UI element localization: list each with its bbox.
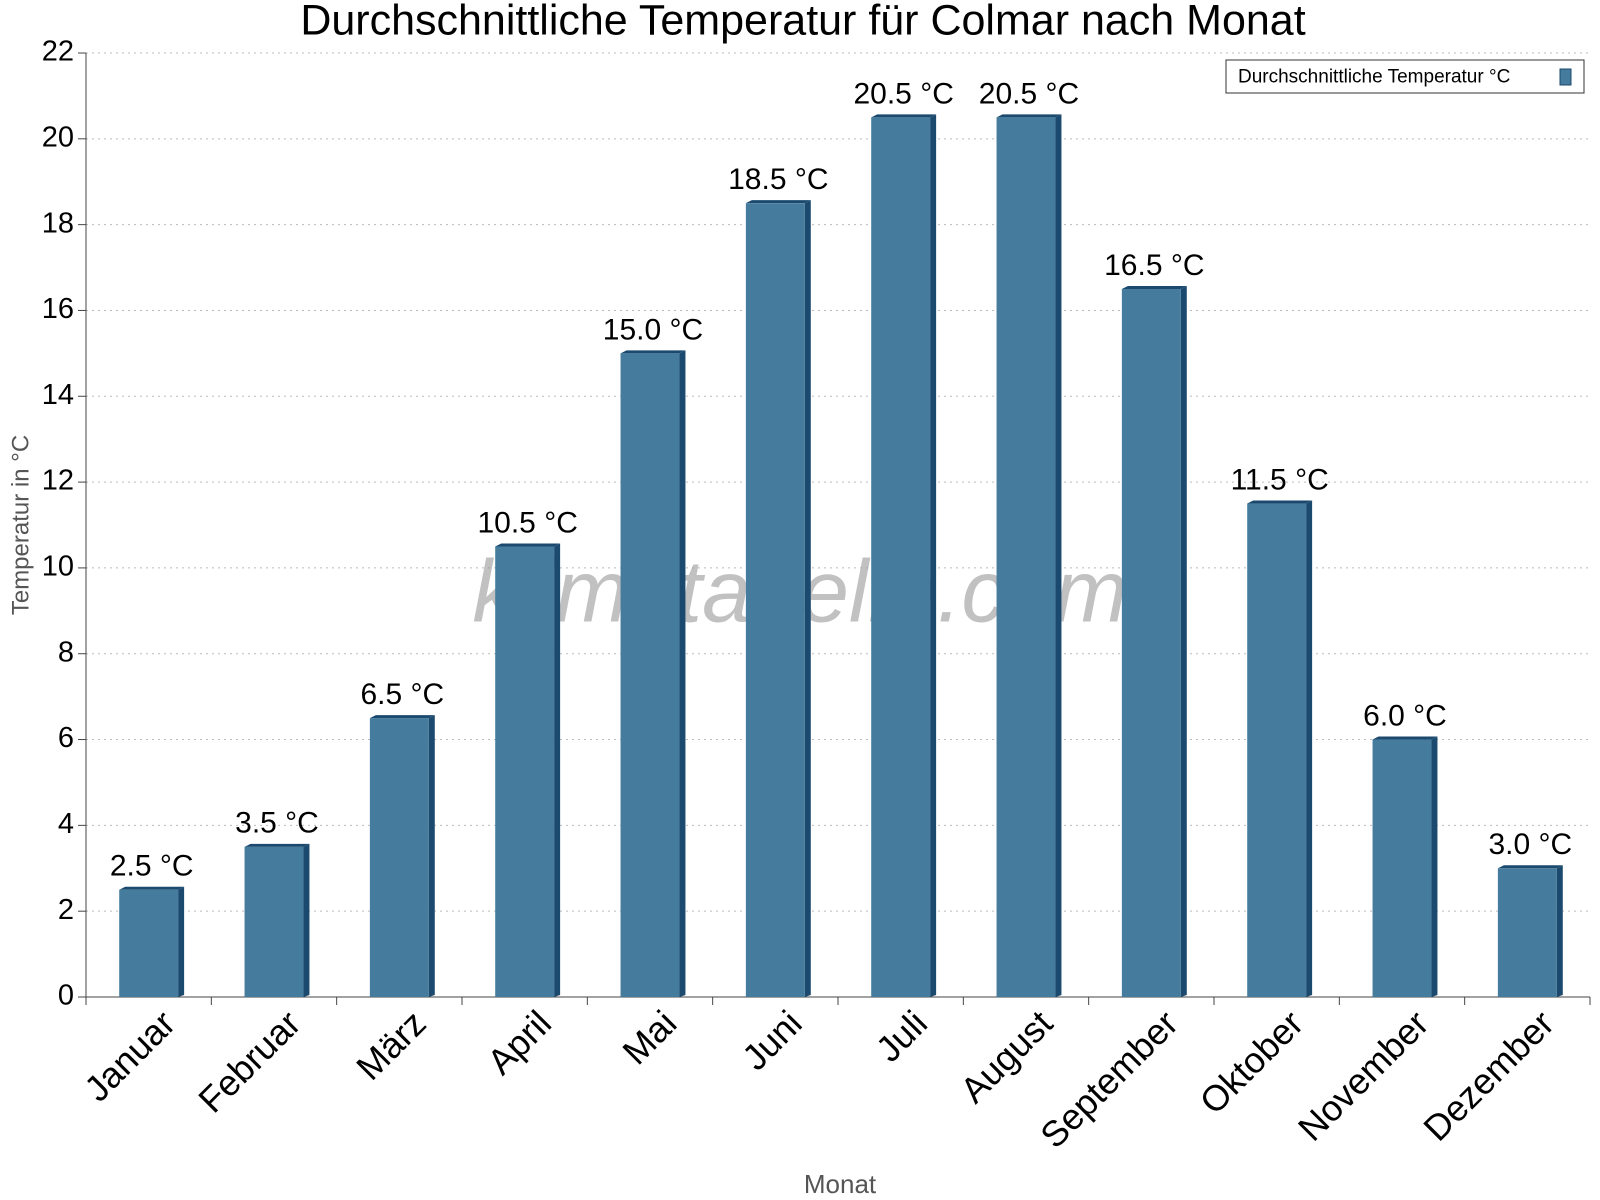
bar-side xyxy=(679,350,686,997)
x-tick-label: März xyxy=(348,1002,434,1088)
value-label: 10.5 °C xyxy=(477,506,577,539)
bar xyxy=(996,117,1056,997)
y-tick-label: 14 xyxy=(42,379,74,411)
bar-top xyxy=(1247,500,1313,504)
x-tick-label: Dezember xyxy=(1415,1002,1561,1148)
bar xyxy=(244,846,304,997)
bar xyxy=(1497,868,1557,997)
bar xyxy=(871,117,931,997)
x-tick-label: Juli xyxy=(868,1002,935,1069)
value-label: 16.5 °C xyxy=(1104,249,1204,282)
chart-title: Durchschnittliche Temperatur für Colmar … xyxy=(300,0,1305,44)
bar-side xyxy=(804,200,811,997)
bar-top xyxy=(620,350,686,354)
value-label: 3.5 °C xyxy=(235,807,319,840)
bar-side xyxy=(1431,736,1438,997)
bar xyxy=(495,546,555,997)
y-tick-label: 20 xyxy=(42,121,74,153)
y-tick-label: 8 xyxy=(58,636,74,668)
bar xyxy=(620,353,680,997)
x-tick-label: Mai xyxy=(614,1002,684,1072)
value-label: 20.5 °C xyxy=(853,77,953,110)
bar-top xyxy=(745,200,811,204)
bar-side xyxy=(1055,114,1062,997)
bar xyxy=(369,718,429,997)
y-tick-label: 6 xyxy=(58,722,74,754)
bar-top xyxy=(871,114,937,118)
bar-side xyxy=(303,843,310,997)
bar xyxy=(1372,739,1432,997)
value-label: 6.5 °C xyxy=(360,678,444,711)
bar-side xyxy=(930,114,937,997)
y-tick-label: 10 xyxy=(42,551,74,583)
bar-top xyxy=(1121,286,1187,289)
y-tick-label: 16 xyxy=(42,293,74,325)
value-label: 15.0 °C xyxy=(603,313,703,346)
bar-top xyxy=(119,886,185,890)
bar-top xyxy=(244,843,310,847)
bar-side xyxy=(1556,865,1563,997)
bar-side xyxy=(428,715,435,997)
legend: Durchschnittliche Temperatur °C xyxy=(1225,59,1585,94)
x-tick-label: Februar xyxy=(190,1002,308,1120)
x-tick-label: November xyxy=(1290,1002,1436,1148)
legend-box xyxy=(1225,59,1585,94)
legend-swatch xyxy=(1559,68,1572,86)
x-axis-label: Monat xyxy=(804,1169,877,1199)
x-tick-label: April xyxy=(479,1002,559,1082)
legend-label: Durchschnittliche Temperatur °C xyxy=(1238,67,1510,88)
y-tick-label: 2 xyxy=(58,894,74,926)
value-label: 11.5 °C xyxy=(1231,463,1329,496)
value-label: 6.0 °C xyxy=(1363,699,1447,732)
y-tick-label: 12 xyxy=(42,465,74,497)
x-tick-label: Januar xyxy=(76,1002,183,1109)
bar xyxy=(1247,503,1307,997)
y-tick-label: 18 xyxy=(42,207,74,239)
y-axis-label: Temperatur in °C xyxy=(7,435,34,615)
bar-top xyxy=(1372,736,1438,740)
bar-side xyxy=(1180,286,1187,997)
bar-side xyxy=(1306,500,1313,997)
x-tick-label: Oktober xyxy=(1192,1002,1312,1122)
bar xyxy=(745,203,805,997)
value-label: 18.5 °C xyxy=(728,163,828,196)
bar xyxy=(1121,289,1181,997)
x-tick-label: Juni xyxy=(734,1002,810,1078)
bar-top xyxy=(369,715,435,719)
x-tick-label: September xyxy=(1032,1002,1186,1156)
value-label: 20.5 °C xyxy=(979,77,1079,110)
bar xyxy=(119,889,179,997)
bar-top xyxy=(495,543,561,547)
y-tick-label: 22 xyxy=(42,36,74,68)
x-tick-label: August xyxy=(952,1002,1060,1110)
value-label: 3.0 °C xyxy=(1488,828,1572,861)
y-tick-label: 0 xyxy=(58,980,74,1012)
y-tick-label: 4 xyxy=(58,808,74,840)
bar-side xyxy=(178,886,185,997)
bar-top xyxy=(996,114,1062,118)
bar-side xyxy=(554,543,561,997)
value-label: 2.5 °C xyxy=(110,850,194,883)
bar-top xyxy=(1497,865,1563,869)
